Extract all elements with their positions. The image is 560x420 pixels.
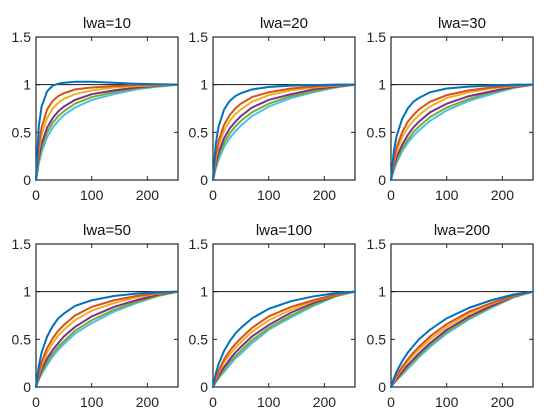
x-tick-label: 200 — [136, 187, 160, 203]
y-tick-label: 1.5 — [12, 236, 32, 252]
x-tick-label: 200 — [313, 394, 337, 410]
x-tick-label: 200 — [491, 187, 515, 203]
y-tick-label: 0.5 — [189, 124, 209, 140]
y-tick-label: 0 — [23, 379, 31, 395]
subplot-title: lwa=20 — [260, 15, 308, 32]
subplot-title: lwa=30 — [438, 15, 486, 32]
series-line-1 — [35, 290, 179, 388]
y-tick-label: 0 — [200, 379, 208, 395]
x-tick-label: 100 — [435, 394, 459, 410]
axes-frame — [390, 36, 534, 181]
y-tick-label: 0.5 — [12, 124, 32, 140]
y-tick-label: 0 — [378, 172, 386, 188]
series-line-2 — [212, 290, 356, 388]
x-tick-label: 100 — [80, 394, 104, 410]
x-tick-label: 200 — [491, 394, 515, 410]
subplot-6: lwa=200 0 100 200 0 0.5 1 1.5 — [367, 222, 534, 410]
x-tick-label: 200 — [313, 187, 337, 203]
y-tick-label: 1 — [23, 284, 31, 300]
x-tick-label: 100 — [257, 394, 281, 410]
subplot-4: lwa=50 0 100 200 0 0.5 1 1.5 — [12, 222, 179, 410]
series-line-1 — [212, 83, 356, 181]
x-tick-label: 200 — [136, 394, 160, 410]
y-tick-label: 0.5 — [367, 124, 387, 140]
y-tick-label: 1 — [200, 77, 208, 93]
series-line-4 — [35, 290, 179, 388]
series-line-4 — [390, 83, 534, 181]
subplot-title: lwa=100 — [256, 222, 312, 239]
series-line-4 — [212, 83, 356, 181]
x-tick-label: 0 — [209, 394, 217, 410]
subplot-title: lwa=200 — [434, 222, 490, 239]
series-line-2 — [390, 290, 534, 388]
series-line-4 — [212, 290, 356, 388]
series-line-2 — [212, 83, 356, 181]
y-tick-label: 0.5 — [367, 331, 387, 347]
series-line-2 — [35, 290, 179, 388]
x-tick-label: 100 — [80, 187, 104, 203]
x-tick-label: 0 — [387, 394, 395, 410]
series-line-4 — [35, 83, 179, 181]
series-line-1 — [390, 290, 534, 388]
y-tick-label: 1.5 — [367, 29, 387, 45]
subplot-2: lwa=20 0 100 200 0 0.5 1 1.5 — [189, 15, 356, 203]
y-tick-label: 1.5 — [189, 236, 209, 252]
y-tick-label: 0 — [200, 172, 208, 188]
series-line-2 — [390, 83, 534, 181]
subplot-3: lwa=30 0 100 200 0 0.5 1 1.5 — [367, 15, 534, 203]
y-tick-label: 1 — [23, 77, 31, 93]
y-tick-label: 1.5 — [189, 29, 209, 45]
y-tick-label: 0.5 — [12, 331, 32, 347]
subplot-1: lwa=10 0 100 200 0 0.5 1 1.5 — [12, 15, 179, 203]
y-tick-label: 1.5 — [367, 236, 387, 252]
x-tick-label: 0 — [32, 394, 40, 410]
y-tick-label: 1.5 — [12, 29, 32, 45]
subplot-5: lwa=100 0 100 200 0 0.5 1 1.5 — [189, 222, 356, 410]
x-tick-label: 100 — [435, 187, 459, 203]
subplot-title: lwa=10 — [83, 15, 131, 32]
series-line-1 — [35, 80, 179, 181]
y-tick-label: 1 — [378, 284, 386, 300]
y-tick-label: 0.5 — [189, 331, 209, 347]
y-tick-label: 0 — [23, 172, 31, 188]
y-tick-label: 0 — [378, 379, 386, 395]
x-tick-label: 100 — [257, 187, 281, 203]
x-tick-label: 0 — [209, 187, 217, 203]
y-tick-label: 1 — [378, 77, 386, 93]
y-tick-label: 1 — [200, 284, 208, 300]
series-line-1 — [212, 290, 356, 388]
subplot-title: lwa=50 — [83, 222, 131, 239]
axes-frame — [35, 36, 179, 181]
series-line-1 — [390, 83, 534, 181]
series-line-2 — [35, 83, 179, 181]
x-tick-label: 0 — [387, 187, 395, 203]
x-tick-label: 0 — [32, 187, 40, 203]
